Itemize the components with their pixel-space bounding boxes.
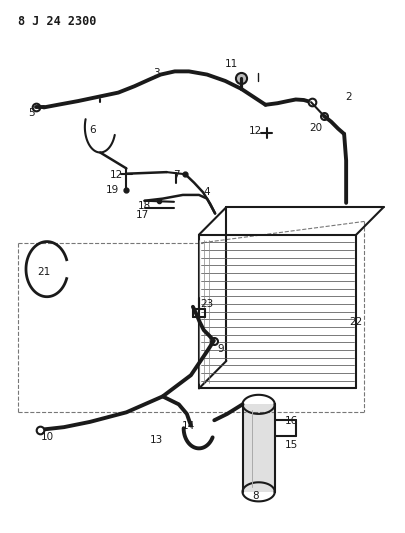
Text: 12: 12 — [109, 171, 123, 180]
Text: 10: 10 — [41, 432, 54, 442]
Text: 13: 13 — [149, 435, 163, 446]
Text: 23: 23 — [200, 298, 213, 309]
Text: 17: 17 — [136, 209, 149, 220]
Polygon shape — [242, 405, 274, 492]
Text: 6: 6 — [89, 125, 95, 135]
Text: 11: 11 — [224, 59, 237, 69]
Text: 21: 21 — [37, 267, 50, 277]
Text: 8 J 24 2300: 8 J 24 2300 — [17, 14, 96, 28]
Text: 16: 16 — [284, 416, 298, 426]
Text: 15: 15 — [284, 440, 298, 450]
Text: 18: 18 — [138, 201, 151, 211]
Text: 9: 9 — [217, 344, 224, 354]
Text: 5: 5 — [28, 108, 35, 118]
Text: 7: 7 — [173, 171, 180, 180]
Text: 19: 19 — [105, 184, 119, 195]
Text: 2: 2 — [344, 92, 351, 102]
Text: 3: 3 — [153, 68, 160, 78]
Text: 14: 14 — [182, 421, 195, 431]
Text: 22: 22 — [349, 317, 362, 327]
Text: 8: 8 — [252, 490, 258, 500]
Text: 20: 20 — [309, 123, 322, 133]
Text: 12: 12 — [248, 126, 261, 136]
Text: 4: 4 — [203, 187, 210, 197]
